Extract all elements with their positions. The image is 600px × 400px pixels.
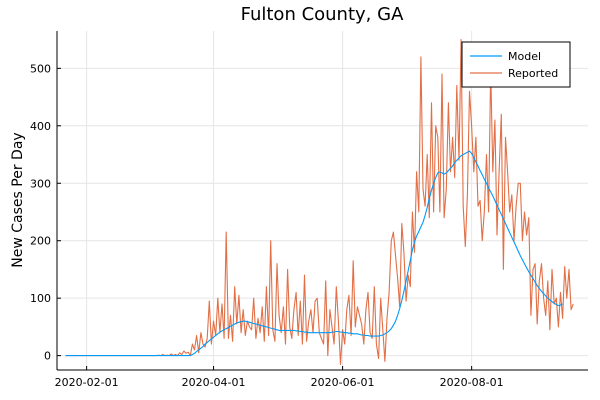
series-group [65, 39, 574, 365]
chart-title: Fulton County, GA [241, 4, 404, 25]
x-tick-label: 2020-02-01 [55, 376, 119, 389]
tick-group: 0 100 200 300 400 500 2020-02-01 2020-04-01 2020… [30, 62, 504, 389]
legend-box [461, 41, 571, 88]
legend-label-reported: Reported [508, 67, 558, 80]
y-tick-label: 400 [30, 120, 51, 133]
grid [57, 31, 588, 370]
y-tick-label: 100 [30, 292, 51, 305]
y-axis-title: New Cases Per Day [10, 132, 26, 267]
legend-label-model: Model [508, 50, 541, 63]
series-line-model [65, 150, 563, 357]
x-tick-label: 2020-04-01 [182, 376, 246, 389]
y-tick-label: 0 [44, 350, 51, 363]
legend: Model Reported [461, 41, 571, 88]
y-tick-label: 200 [30, 235, 51, 248]
y-tick-label: 500 [30, 62, 51, 75]
x-tick-label: 2020-06-01 [311, 376, 375, 389]
y-tick-label: 300 [30, 177, 51, 190]
x-tick-label: 2020-08-01 [440, 376, 504, 389]
